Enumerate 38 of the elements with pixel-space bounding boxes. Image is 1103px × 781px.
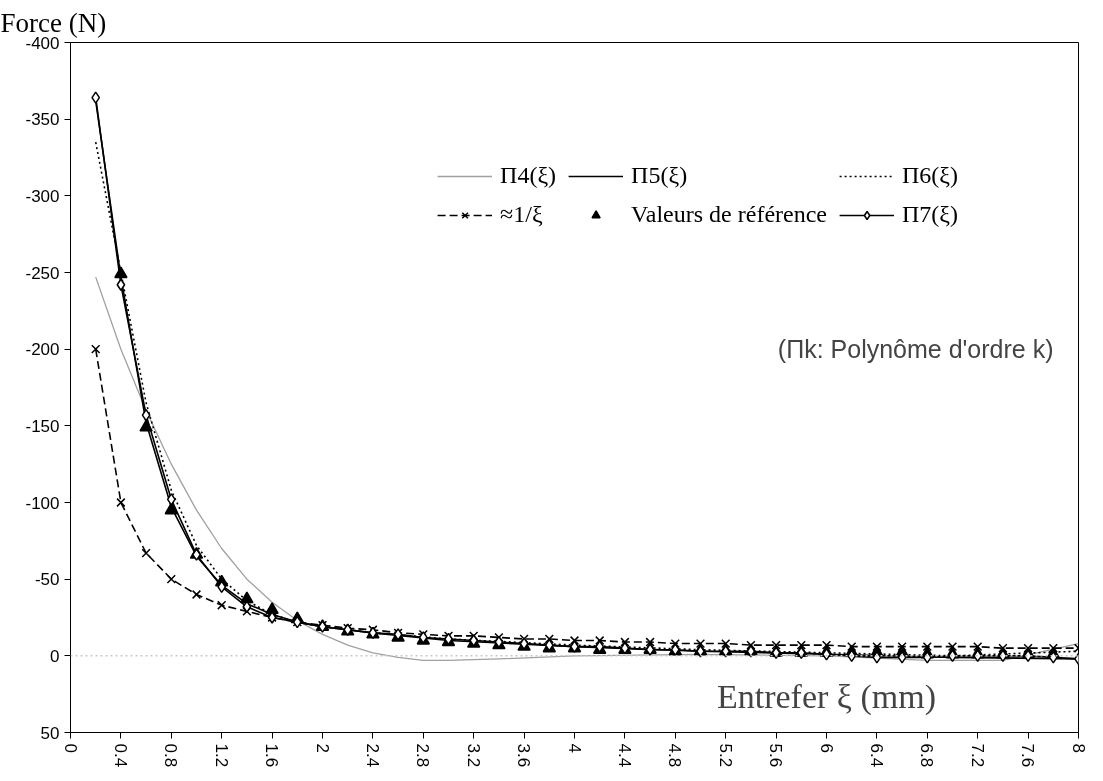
y-tick-label: -50 (34, 570, 60, 590)
x-tick-label: 6.8 (917, 743, 937, 768)
x-tick-label: 6.4 (866, 743, 886, 768)
x-tick-label: 5.6 (766, 743, 786, 768)
x-tick-label: 5.2 (715, 743, 735, 768)
x-tick-label: 7.2 (967, 743, 987, 768)
y-tick-label: 0 (50, 646, 60, 666)
legend-label: Π6(ξ) (901, 162, 958, 189)
x-tick-label: 4 (564, 743, 584, 753)
legend-label: ≈1/ξ (500, 201, 543, 228)
y-tick-label: -350 (25, 110, 60, 130)
legend-label: Valeurs de référence (631, 201, 827, 228)
x-tick-label: 1.6 (262, 743, 282, 768)
y-tick-label: -150 (25, 416, 60, 436)
x-tick-label: 8 (1068, 743, 1088, 753)
x-tick-label: 2 (312, 743, 332, 753)
y-tick-label: 50 (40, 723, 60, 743)
x-tick-label: 4.8 (665, 743, 685, 768)
x-axis-title: Entrefer ξ (mm) (716, 677, 937, 716)
y-tick-label: -100 (25, 493, 60, 513)
x-tick-label: 3.2 (463, 743, 483, 768)
y-tick-label: -300 (25, 186, 60, 206)
x-tick-label: 1.2 (211, 743, 231, 768)
annotation: (Πk: Polynôme d'ordre k) (777, 334, 1054, 363)
legend-label: Π7(ξ) (901, 201, 958, 228)
x-tick-label: 2.8 (413, 743, 433, 768)
x-tick-label: 6 (816, 743, 836, 753)
x-tick-label: 0.8 (161, 743, 181, 768)
y-tick-label: -200 (25, 340, 60, 360)
x-tick-label: 7.6 (1018, 743, 1038, 768)
legend-label: Π4(ξ) (500, 162, 557, 189)
x-tick-label: 2.4 (362, 743, 382, 768)
x-tick-label: 0.4 (110, 743, 130, 768)
x-tick-label: 0 (60, 743, 80, 753)
y-tick-label: -250 (25, 263, 60, 283)
x-tick-label: 4.4 (614, 743, 634, 768)
x-tick-label: 3.6 (514, 743, 534, 768)
legend-label: Π5(ξ) (631, 162, 688, 189)
